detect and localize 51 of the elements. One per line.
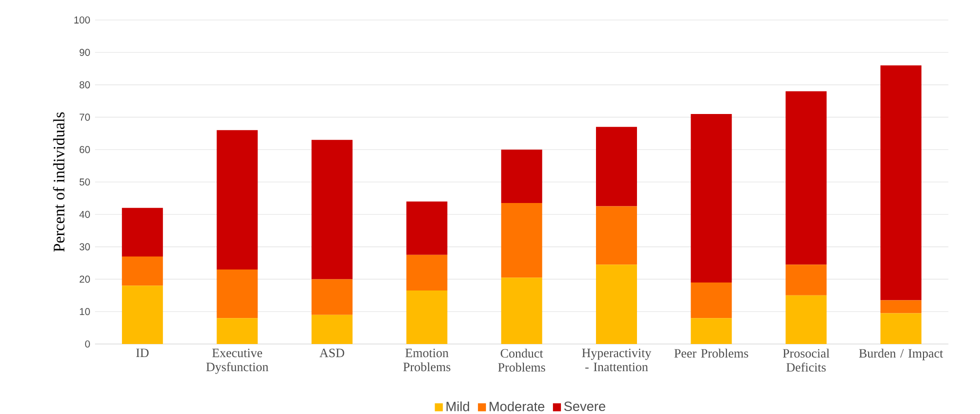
bar [406,254,448,291]
x-tick-label: Hyperactivity - Inattention [582,348,652,372]
bar [122,286,163,344]
bar [216,269,258,318]
y-tick-label: 70 [80,114,90,121]
x-tick-label: Conduct Problems [498,348,546,372]
y-tick-label: 30 [80,243,90,250]
bar [312,314,353,344]
x-tick-label: Prosocial Deficits [782,348,830,372]
bar [216,318,258,344]
bar [596,206,637,265]
bar [312,279,353,315]
bar [596,126,637,206]
x-tick-label: ASD [319,348,344,358]
legend-label: Severe [564,402,606,412]
bar [690,318,732,344]
bar [690,114,732,282]
bar [216,130,258,270]
x-tick-label: Emotion Problems [403,348,450,372]
x-tick-label: Executive Dysfunction [206,348,268,374]
bar [501,203,542,278]
y-axis-title: Percent of individuals [53,112,64,252]
y-tick-label: 40 [79,210,90,218]
bar [596,264,637,344]
bar [786,295,827,344]
y-tick-label: 90 [80,48,90,56]
bar [880,313,922,344]
bar [690,282,732,318]
y-tick-label: 50 [80,178,90,186]
bar [786,264,827,296]
y-tick-label: 60 [80,146,90,154]
y-tick-label: 10 [80,308,90,316]
bar [122,256,163,286]
y-tick-label: 20 [80,276,90,283]
x-tick-label: ID [136,348,149,358]
x-tick-label: Peer Problems [674,348,748,358]
bar [312,140,353,280]
y-tick-label: 0 [85,340,90,348]
bar [880,65,922,300]
bar [880,300,922,314]
legend-label: Mild [446,401,470,412]
legend-label: Moderate [490,401,544,412]
bar [406,201,448,255]
bar [501,150,542,204]
bar [501,278,542,344]
y-tick-label: 80 [80,81,90,88]
x-tick-label: Burden / Impact [859,348,944,360]
bar [786,91,827,265]
bar [406,290,448,344]
bar [122,208,163,257]
y-tick-label: 100 [74,16,90,24]
